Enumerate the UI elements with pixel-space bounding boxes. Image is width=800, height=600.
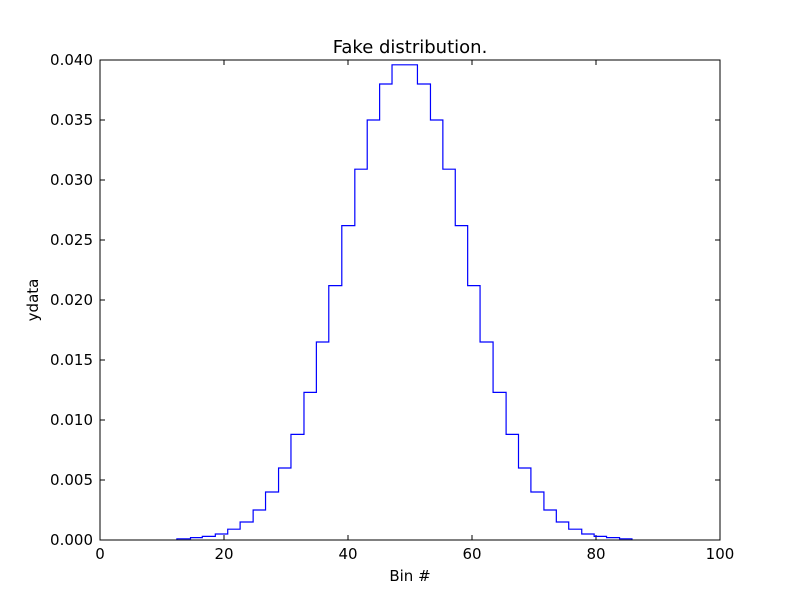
x-tick-label: 0 [95,545,105,563]
series-step-line [176,64,633,540]
x-axis-label: Bin # [389,567,430,585]
x-tick-label: 80 [586,545,605,563]
y-axis-label: ydata [24,279,42,322]
x-tick-label: 40 [338,545,357,563]
y-tick-label: 0.030 [50,171,93,189]
y-tick-label: 0.025 [50,231,93,249]
y-tick-label: 0.015 [50,351,93,369]
y-tick-label: 0.005 [50,471,93,489]
y-tick-label: 0.040 [50,51,93,69]
x-ticks: 0 20 40 60 80 100 [95,60,734,563]
y-ticks: 0.000 0.005 0.010 0.015 0.020 0.025 0.030 0.035… [50,51,720,549]
x-tick-label: 100 [706,545,735,563]
x-tick-label: 60 [462,545,481,563]
plot-frame [99,59,721,541]
y-tick-label: 0.000 [50,531,93,549]
x-tick-label: 20 [214,545,233,563]
y-tick-label: 0.010 [50,411,93,429]
y-tick-label: 0.020 [50,291,93,309]
chart-title: Fake distribution. [333,37,488,58]
y-tick-label: 0.035 [50,111,93,129]
